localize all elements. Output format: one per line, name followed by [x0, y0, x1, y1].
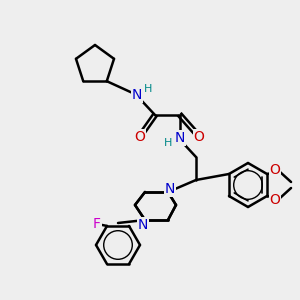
Text: O: O — [270, 163, 280, 177]
Text: N: N — [132, 88, 142, 102]
Text: H: H — [144, 84, 152, 94]
Text: H: H — [144, 84, 152, 94]
Text: N: N — [165, 180, 175, 194]
Text: N: N — [175, 131, 185, 145]
Text: N: N — [138, 218, 148, 232]
Text: H: H — [164, 138, 172, 148]
Text: O: O — [270, 193, 280, 207]
Text: N: N — [175, 131, 185, 145]
Text: H: H — [164, 138, 172, 148]
Text: O: O — [270, 163, 280, 177]
Text: O: O — [135, 130, 146, 144]
Text: O: O — [194, 130, 204, 144]
Text: N: N — [165, 182, 175, 196]
Text: O: O — [194, 130, 204, 144]
Text: O: O — [270, 193, 280, 207]
Text: F: F — [93, 217, 101, 231]
Text: N: N — [132, 88, 142, 102]
Text: N: N — [165, 182, 175, 196]
Text: N: N — [138, 218, 148, 232]
Text: O: O — [135, 130, 146, 144]
